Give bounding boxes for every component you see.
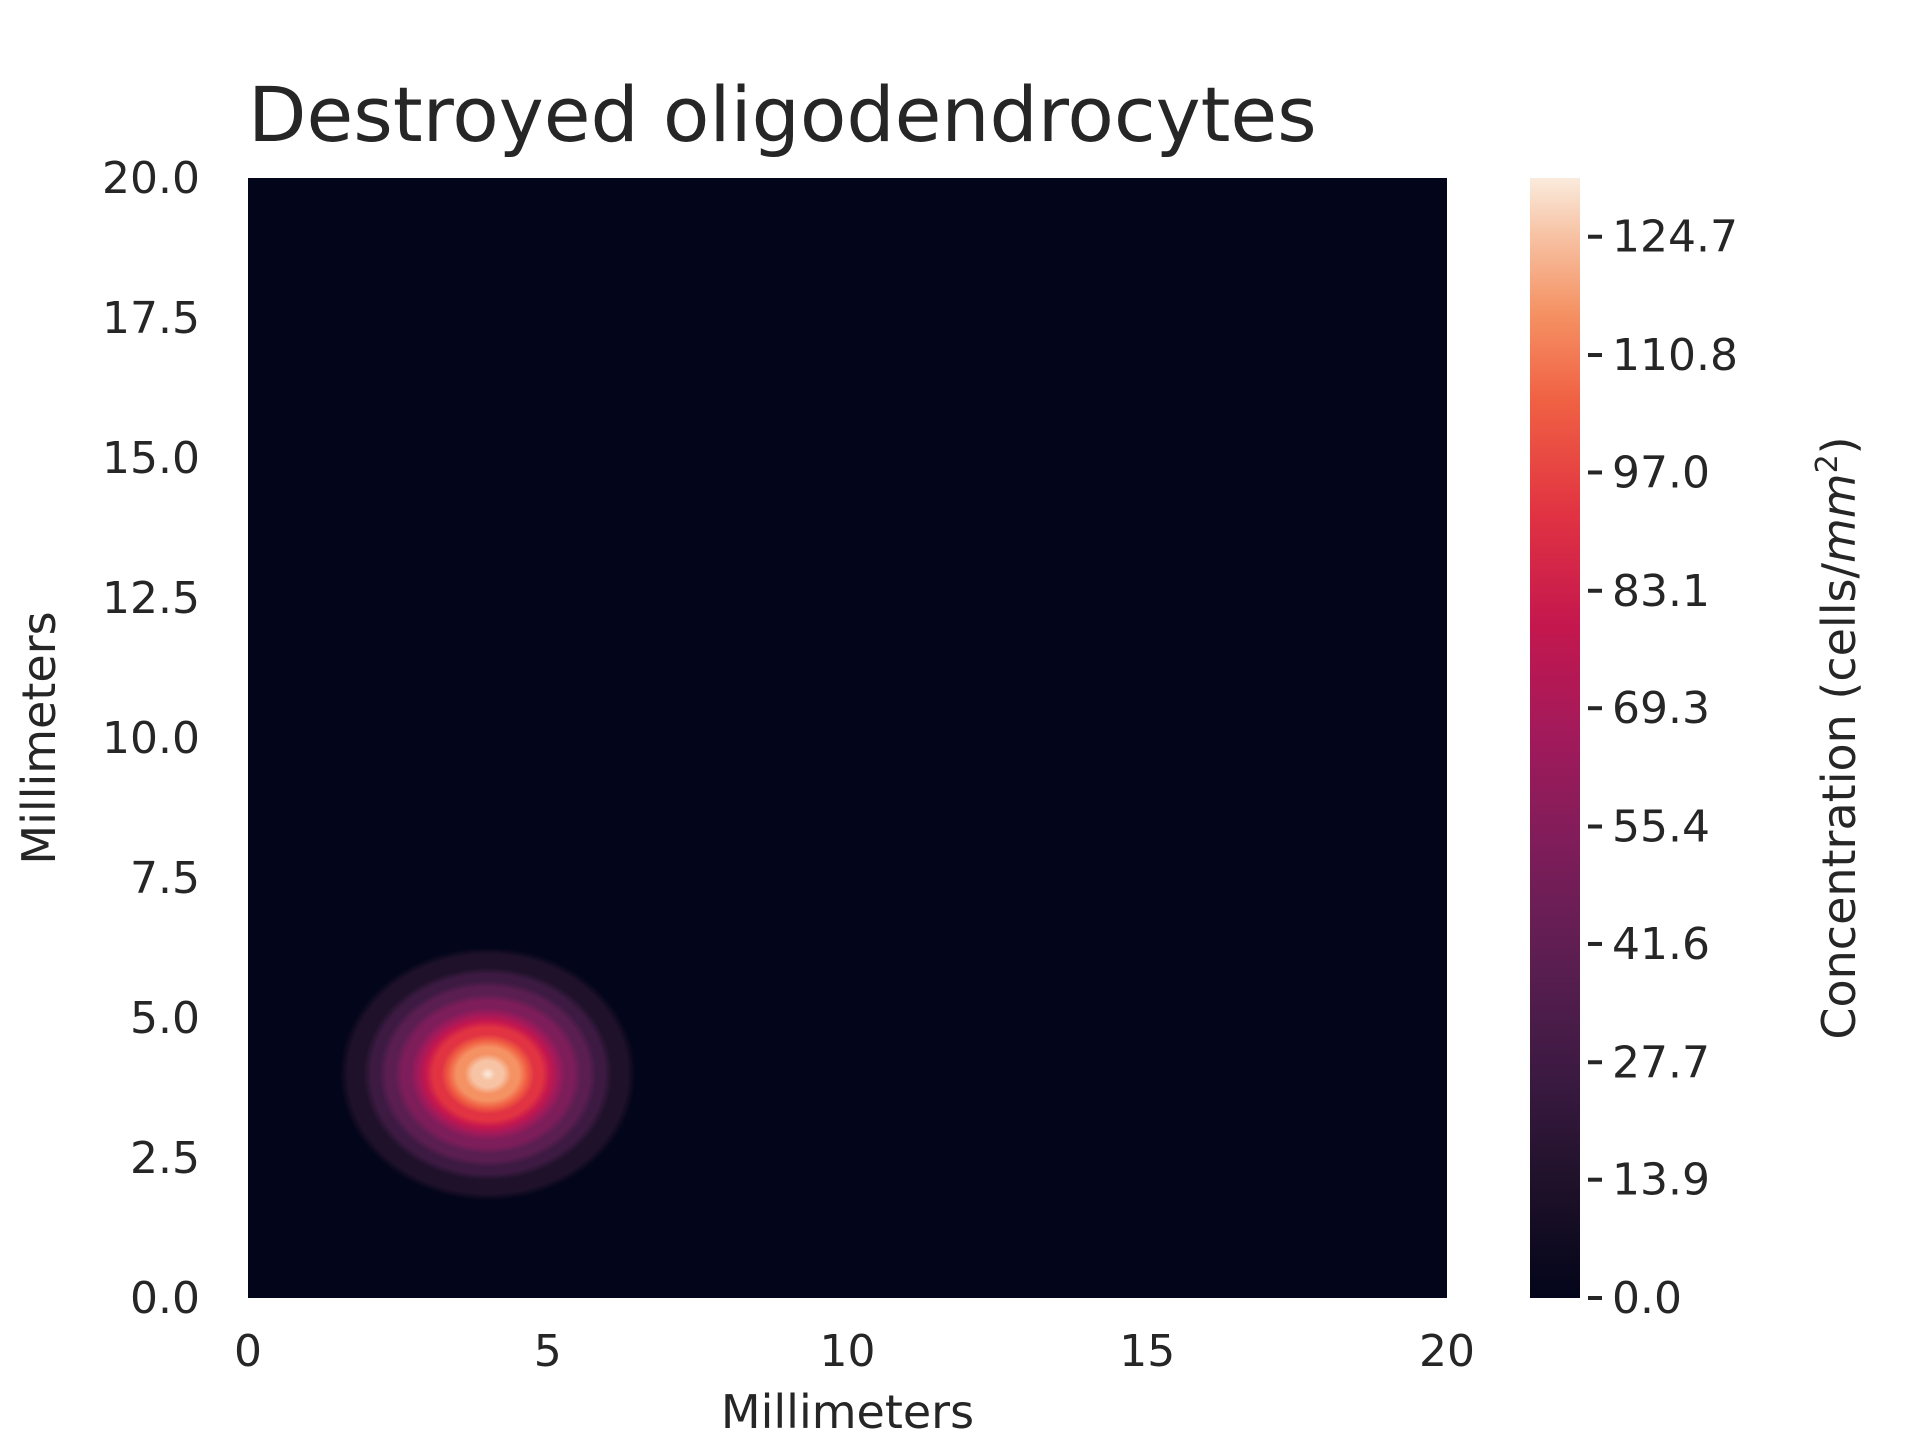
colorbar-tick-label: 124.7 bbox=[1612, 212, 1738, 263]
y-tick-label: 7.5 bbox=[130, 853, 200, 904]
x-axis-ticks: 0 5 10 15 20 bbox=[234, 1326, 1475, 1377]
y-tick-label: 17.5 bbox=[102, 293, 200, 344]
colorbar-tick-label: 0.0 bbox=[1612, 1273, 1682, 1324]
colorbar-ticks: 0.0 13.9 27.7 41.6 55.4 69.3 83.1 97.0 110.8 124.… bbox=[1588, 212, 1738, 1324]
colorbar-tick-label: 69.3 bbox=[1612, 683, 1710, 734]
colorbar-label: Concentration (cells/mm2) bbox=[1810, 436, 1866, 1039]
x-tick-label: 10 bbox=[820, 1326, 876, 1377]
x-axis-label: Millimeters bbox=[721, 1385, 974, 1439]
y-tick-label: 20.0 bbox=[102, 153, 200, 204]
colorbar-tick-label: 27.7 bbox=[1612, 1037, 1710, 1088]
x-tick-label: 15 bbox=[1119, 1326, 1175, 1377]
colorbar bbox=[1530, 178, 1580, 1298]
x-tick-label: 20 bbox=[1419, 1326, 1475, 1377]
colorbar-tick-label: 41.6 bbox=[1612, 919, 1710, 970]
concentration-hotspot bbox=[332, 940, 644, 1208]
y-tick-label: 0.0 bbox=[130, 1273, 200, 1324]
colorbar-tick-label: 55.4 bbox=[1612, 802, 1710, 853]
y-tick-label: 5.0 bbox=[130, 993, 200, 1044]
y-tick-label: 12.5 bbox=[102, 573, 200, 624]
y-tick-label: 10.0 bbox=[102, 713, 200, 764]
colorbar-tick-label: 13.9 bbox=[1612, 1155, 1710, 1206]
x-tick-label: 0 bbox=[234, 1326, 262, 1377]
colorbar-label-unit: mm bbox=[1812, 473, 1866, 563]
colorbar-tick-label: 97.0 bbox=[1612, 447, 1710, 498]
y-axis-label: Millimeters bbox=[12, 611, 66, 864]
y-tick-label: 2.5 bbox=[130, 1133, 200, 1184]
colorbar-label-text: Concentration (cells/ bbox=[1812, 563, 1866, 1040]
y-tick-label: 15.0 bbox=[102, 433, 200, 484]
chart-title: Destroyed oligodendrocytes bbox=[248, 70, 1317, 159]
x-tick-label: 5 bbox=[534, 1326, 562, 1377]
colorbar-tick-label: 83.1 bbox=[1612, 566, 1710, 617]
colorbar-tick-label: 110.8 bbox=[1612, 330, 1738, 381]
y-axis-ticks: 0.0 2.5 5.0 7.5 10.0 12.5 15.0 17.5 20.0 bbox=[102, 153, 200, 1324]
colorbar-label-close: ) bbox=[1812, 436, 1866, 454]
colorbar-label-exponent: 2 bbox=[1810, 454, 1845, 473]
